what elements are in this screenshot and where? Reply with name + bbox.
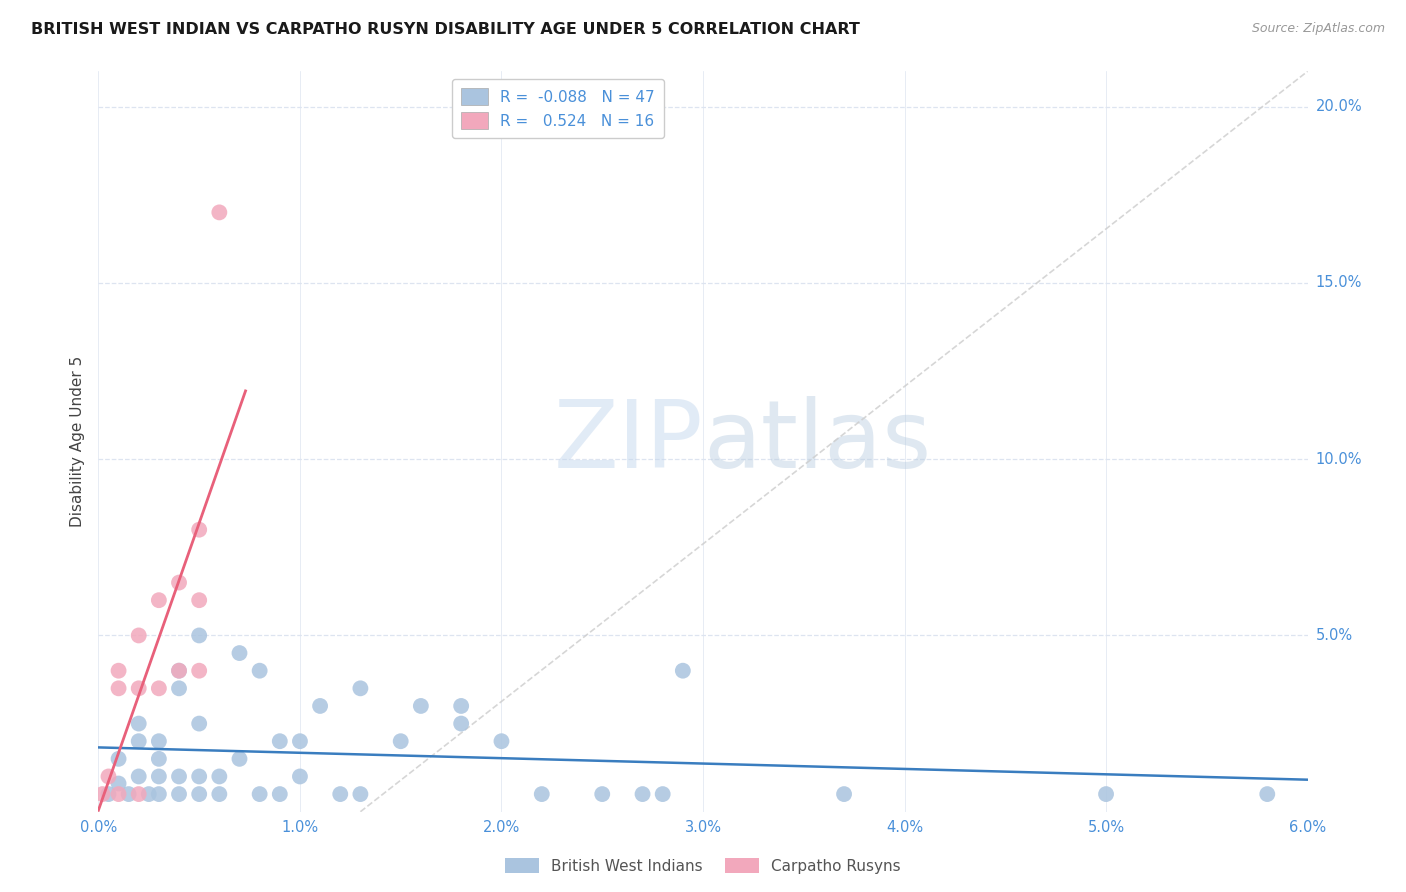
Point (249, 787, 271, 801)
Text: 15.0%: 15.0% (1316, 276, 1362, 291)
Point (591, 787, 613, 801)
Point (188, 523, 211, 537)
Point (148, 681, 170, 696)
Point (651, 787, 673, 801)
Point (208, 769, 231, 783)
Point (148, 769, 170, 783)
Point (188, 769, 211, 783)
Point (167, 575, 190, 590)
Point (148, 752, 170, 766)
Point (269, 787, 291, 801)
Point (450, 716, 472, 731)
Point (530, 787, 553, 801)
Point (128, 787, 150, 801)
Point (309, 698, 332, 713)
Point (188, 628, 211, 642)
Point (107, 664, 129, 678)
Point (167, 769, 190, 783)
Point (349, 681, 371, 696)
Point (672, 664, 695, 678)
Point (128, 769, 150, 783)
Point (107, 681, 129, 696)
Point (832, 787, 855, 801)
Point (249, 664, 271, 678)
Point (167, 787, 190, 801)
Point (188, 664, 211, 678)
Text: 20.0%: 20.0% (1316, 99, 1362, 114)
Point (107, 776, 129, 790)
Point (128, 628, 150, 642)
Point (107, 752, 129, 766)
Point (188, 593, 211, 607)
Point (1095, 787, 1118, 801)
Point (288, 734, 311, 748)
Point (128, 681, 150, 696)
Text: atlas: atlas (703, 395, 931, 488)
Legend: R =  -0.088   N = 47, R =   0.524   N = 16: R = -0.088 N = 47, R = 0.524 N = 16 (451, 79, 664, 138)
Text: Source: ZipAtlas.com: Source: ZipAtlas.com (1251, 22, 1385, 36)
Text: BRITISH WEST INDIAN VS CARPATHO RUSYN DISABILITY AGE UNDER 5 CORRELATION CHART: BRITISH WEST INDIAN VS CARPATHO RUSYN DI… (31, 22, 860, 37)
Point (389, 734, 412, 748)
Point (188, 716, 211, 731)
Point (97, 787, 120, 801)
Point (148, 787, 170, 801)
Point (167, 681, 190, 696)
Point (491, 734, 513, 748)
Point (167, 664, 190, 678)
Point (349, 787, 371, 801)
Point (1256, 787, 1278, 801)
Point (148, 734, 170, 748)
Text: 10.0%: 10.0% (1316, 451, 1362, 467)
Point (288, 769, 311, 783)
Point (118, 787, 141, 801)
Point (208, 205, 231, 219)
Point (450, 698, 472, 713)
Point (228, 752, 250, 766)
Point (188, 787, 211, 801)
Point (269, 734, 291, 748)
Point (631, 787, 654, 801)
Point (208, 787, 231, 801)
Legend: British West Indians, Carpatho Rusyns: British West Indians, Carpatho Rusyns (499, 852, 907, 880)
Point (107, 787, 129, 801)
Point (91, 787, 114, 801)
Point (148, 593, 170, 607)
Point (97, 769, 120, 783)
Point (138, 787, 160, 801)
Point (409, 698, 432, 713)
Point (329, 787, 352, 801)
Text: ZIP: ZIP (554, 395, 703, 488)
Point (128, 734, 150, 748)
Point (167, 664, 190, 678)
Point (128, 716, 150, 731)
Y-axis label: Disability Age Under 5: Disability Age Under 5 (69, 356, 84, 527)
Text: 5.0%: 5.0% (1316, 628, 1353, 643)
Point (228, 646, 250, 660)
